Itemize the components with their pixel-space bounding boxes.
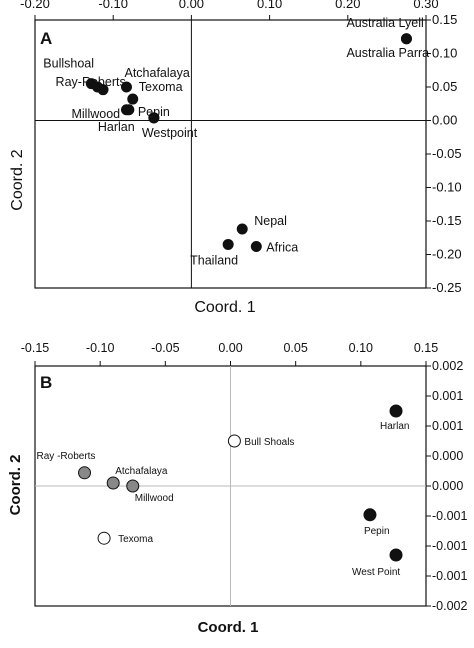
x-tick-label: -0.15 bbox=[21, 341, 50, 355]
point-label: Pepin bbox=[138, 105, 170, 119]
x-tick-label: 0.00 bbox=[179, 0, 204, 11]
y-tick-label: 0.10 bbox=[432, 46, 457, 61]
data-point bbox=[227, 434, 241, 448]
point-label: Bull Shoals bbox=[244, 437, 294, 448]
point-label: Texoma bbox=[118, 534, 153, 545]
data-point bbox=[389, 548, 403, 562]
data-point bbox=[120, 81, 132, 93]
panel-b-letter: B bbox=[40, 373, 52, 392]
data-point bbox=[78, 466, 92, 480]
panel-a-xlabel: Coord. 1 bbox=[194, 299, 255, 316]
data-point bbox=[363, 508, 377, 522]
y-tick-label: -0.05 bbox=[432, 146, 462, 161]
y-tick-label: 0.15 bbox=[432, 12, 457, 27]
y-tick-label: -0.001 bbox=[432, 569, 467, 583]
panel-b-labels: Harlan Bull Shoals Ray -Roberts Atchafalaya… bbox=[37, 421, 410, 578]
x-tick-label: -0.10 bbox=[98, 0, 128, 11]
panel-b-y-axis: 0.002 0.001 0.001 0.000 0.000 -0.001 -0.001 -0.… bbox=[426, 359, 467, 613]
panel-a-ylabel: Coord. 2 bbox=[9, 149, 26, 210]
x-tick-label: 0.15 bbox=[414, 341, 438, 355]
data-point bbox=[97, 531, 111, 545]
x-tick-label: 0.10 bbox=[349, 341, 373, 355]
x-tick-label: -0.20 bbox=[20, 0, 50, 11]
point-label: Texoma bbox=[139, 80, 183, 94]
point-label: Millwood bbox=[71, 107, 120, 121]
point-label: Harlan bbox=[98, 120, 135, 134]
x-tick-label: 0.20 bbox=[335, 0, 360, 11]
point-label: Millwood bbox=[135, 493, 174, 504]
panel-a-x-axis: -0.20 -0.10 0.00 0.10 0.20 0.30 bbox=[20, 0, 439, 20]
panel-b: B Coord. 1 Coord. 2 -0.15 -0.10 -0.05 0.00 0… bbox=[7, 341, 467, 636]
y-tick-label: 0.000 bbox=[432, 449, 463, 463]
data-point bbox=[126, 479, 140, 493]
x-tick-label: 0.00 bbox=[218, 341, 242, 355]
y-tick-label: -0.001 bbox=[432, 539, 467, 553]
panel-a-letter: A bbox=[40, 29, 52, 48]
panel-b-zero-lines bbox=[35, 366, 426, 606]
point-label: Thailand bbox=[190, 253, 238, 267]
point-label: Australia Parra bbox=[346, 46, 429, 60]
x-tick-label: 0.05 bbox=[283, 341, 307, 355]
data-point bbox=[106, 476, 120, 490]
data-point bbox=[250, 240, 262, 252]
point-label: Atchafalaya bbox=[115, 466, 168, 477]
y-tick-label: -0.002 bbox=[432, 599, 467, 613]
panel-b-x-axis: -0.15 -0.10 -0.05 0.00 0.05 0.10 0.15 bbox=[21, 341, 438, 366]
point-label: Harlan bbox=[380, 421, 409, 432]
y-tick-label: -0.20 bbox=[432, 247, 462, 262]
point-label: Atchafalaya bbox=[124, 66, 189, 80]
panel-a-labels: Australia Lyell Australia Parra Bullshoal R… bbox=[43, 16, 429, 268]
point-label: Ray-Roberts bbox=[56, 75, 126, 89]
y-tick-label: 0.001 bbox=[432, 389, 463, 403]
x-tick-label: 0.30 bbox=[413, 0, 438, 11]
y-tick-label: 0.000 bbox=[432, 479, 463, 493]
point-label: Pepin bbox=[364, 526, 390, 537]
data-point bbox=[97, 84, 109, 96]
panel-a-y-axis: 0.15 0.10 0.05 0.00 -0.05 -0.10 -0.15 -0.20 -0.2… bbox=[426, 12, 462, 295]
panel-a-points bbox=[85, 33, 412, 252]
y-tick-label: -0.25 bbox=[432, 280, 462, 295]
x-tick-label: -0.10 bbox=[86, 341, 115, 355]
point-label: West Point bbox=[352, 567, 400, 578]
point-label: Westpoint bbox=[142, 126, 198, 140]
data-point bbox=[236, 223, 248, 235]
panel-b-points bbox=[78, 404, 403, 562]
data-point bbox=[120, 104, 132, 116]
point-label: Africa bbox=[266, 240, 298, 254]
x-tick-label: -0.05 bbox=[151, 341, 180, 355]
data-point bbox=[148, 112, 160, 124]
panel-b-ylabel: Coord. 2 bbox=[7, 455, 24, 516]
panel-a-zero-lines bbox=[35, 20, 426, 288]
y-tick-label: -0.10 bbox=[432, 180, 462, 195]
point-label: Bullshoal bbox=[43, 57, 94, 71]
data-point bbox=[400, 33, 412, 45]
point-label: Australia Lyell bbox=[346, 16, 423, 30]
data-point bbox=[222, 238, 234, 250]
y-tick-label: 0.00 bbox=[432, 113, 457, 128]
data-point bbox=[389, 404, 403, 418]
y-tick-label: 0.001 bbox=[432, 419, 463, 433]
y-tick-label: -0.001 bbox=[432, 509, 467, 523]
point-label: Nepal bbox=[254, 214, 287, 228]
x-tick-label: 0.10 bbox=[257, 0, 282, 11]
y-tick-label: -0.15 bbox=[432, 213, 462, 228]
y-tick-label: 0.05 bbox=[432, 79, 457, 94]
point-label: Ray -Roberts bbox=[37, 451, 96, 462]
panel-b-xlabel: Coord. 1 bbox=[198, 619, 259, 636]
data-point bbox=[127, 93, 139, 105]
panel-a: A Coord. 1 Coord. 2 -0.20 -0.10 0.00 0.10 0.… bbox=[9, 0, 462, 316]
y-tick-label: 0.002 bbox=[432, 359, 463, 373]
